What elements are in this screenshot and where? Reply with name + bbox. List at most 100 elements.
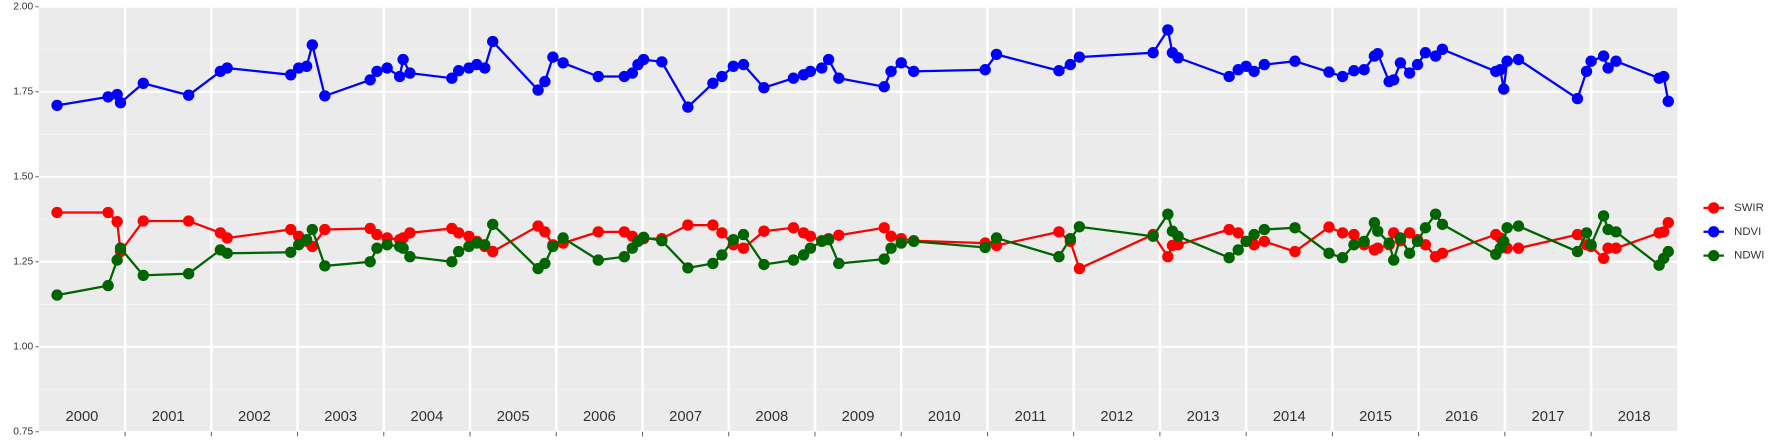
point xyxy=(716,227,728,239)
point xyxy=(707,219,719,231)
point xyxy=(452,245,465,258)
point xyxy=(1240,235,1252,248)
point xyxy=(547,240,559,253)
point xyxy=(1571,92,1584,105)
point xyxy=(895,237,907,249)
point xyxy=(319,223,331,236)
point xyxy=(1223,252,1235,264)
point xyxy=(979,64,991,76)
point xyxy=(737,228,750,241)
point xyxy=(364,74,376,86)
point xyxy=(1372,225,1384,237)
point xyxy=(452,65,465,77)
point xyxy=(707,77,719,89)
year-label: 2003 xyxy=(324,409,357,425)
point xyxy=(221,232,233,244)
point xyxy=(221,62,233,74)
point xyxy=(371,65,383,78)
point xyxy=(758,225,770,237)
point xyxy=(1248,65,1260,78)
point xyxy=(816,62,828,74)
year-label: 2015 xyxy=(1359,409,1392,425)
point xyxy=(1658,226,1670,238)
point xyxy=(1610,226,1622,238)
point xyxy=(1248,228,1260,241)
point xyxy=(1372,48,1384,60)
legend-key-point xyxy=(1708,226,1720,238)
point xyxy=(306,39,318,51)
point xyxy=(1388,254,1400,266)
point xyxy=(758,82,770,94)
point xyxy=(1053,226,1065,238)
point xyxy=(102,91,114,103)
point xyxy=(1388,74,1400,86)
point xyxy=(1501,55,1513,67)
point xyxy=(1258,223,1271,236)
point xyxy=(1358,64,1370,76)
point xyxy=(285,223,297,236)
year-label: 2014 xyxy=(1273,409,1306,425)
point xyxy=(285,69,297,81)
point xyxy=(656,235,668,247)
point xyxy=(1232,227,1244,239)
point xyxy=(1419,222,1432,234)
point xyxy=(1289,222,1301,234)
point xyxy=(908,235,920,248)
point xyxy=(1348,239,1360,251)
point xyxy=(1053,65,1065,77)
point xyxy=(878,253,890,265)
point xyxy=(1368,217,1381,229)
point xyxy=(1571,245,1584,258)
point xyxy=(1662,95,1674,108)
point xyxy=(1602,242,1614,254)
point xyxy=(1436,218,1449,231)
y-tick-label: 1.50 xyxy=(13,172,33,183)
point xyxy=(137,77,149,89)
point xyxy=(1073,262,1086,275)
point xyxy=(833,257,845,270)
point xyxy=(727,60,739,72)
point xyxy=(878,222,890,234)
point xyxy=(1394,232,1407,244)
year-label: 2006 xyxy=(583,409,616,425)
year-label: 2001 xyxy=(152,409,185,425)
point xyxy=(532,84,544,96)
point xyxy=(137,215,149,227)
point xyxy=(979,241,991,254)
point xyxy=(618,251,630,263)
y-tick-label: 1.00 xyxy=(13,341,33,352)
point xyxy=(397,53,409,66)
point xyxy=(727,234,739,246)
point xyxy=(1602,62,1614,74)
point xyxy=(1610,55,1622,67)
point xyxy=(1597,210,1610,222)
point xyxy=(787,254,800,266)
point xyxy=(51,206,63,219)
point xyxy=(364,256,376,268)
point xyxy=(51,289,63,301)
point xyxy=(479,62,491,74)
point xyxy=(716,70,728,83)
point xyxy=(716,249,728,261)
legend-key-point xyxy=(1708,202,1720,214)
year-label: 2000 xyxy=(66,409,99,425)
point xyxy=(1073,221,1086,233)
point xyxy=(1358,235,1370,248)
point xyxy=(1289,55,1301,67)
point xyxy=(908,65,920,78)
series-line xyxy=(57,211,1670,271)
point xyxy=(111,215,123,228)
point xyxy=(446,256,458,268)
point xyxy=(371,242,383,254)
point xyxy=(1162,251,1174,263)
point xyxy=(1501,222,1513,234)
point xyxy=(1172,230,1184,242)
point xyxy=(381,62,393,74)
point xyxy=(487,35,499,48)
point xyxy=(787,72,800,84)
point xyxy=(592,226,604,238)
point xyxy=(637,53,650,66)
point xyxy=(1323,221,1335,233)
